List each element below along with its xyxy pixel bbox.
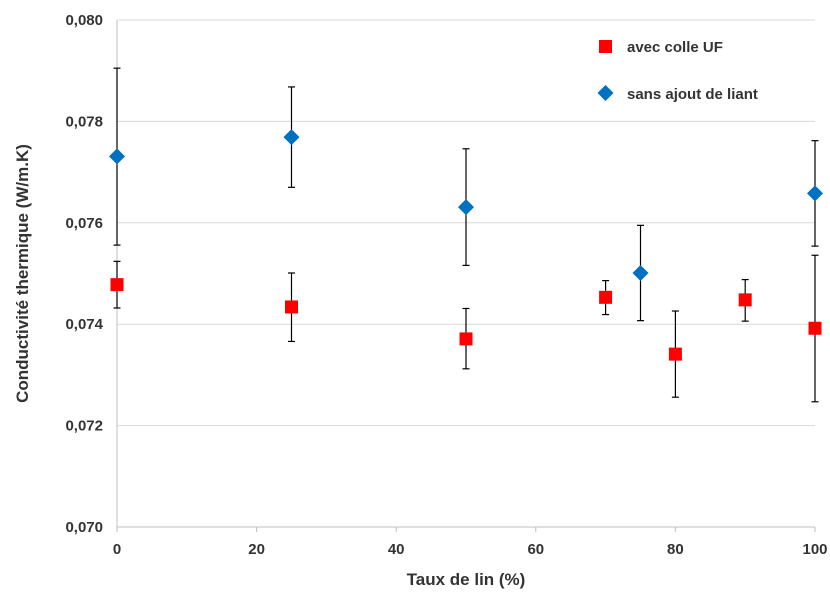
- point-avec-colle-uf: [285, 300, 298, 314]
- point-sans-ajout-de-liant: [632, 264, 649, 281]
- y-tick-label: 0,076: [65, 215, 103, 232]
- point-avec-colle-uf: [808, 321, 822, 335]
- point-avec-colle-uf: [459, 332, 473, 346]
- x-tick-label: 100: [802, 541, 827, 558]
- point-avec-colle-uf: [599, 290, 613, 304]
- legend-label-avec-colle-uf: avec colle UF: [627, 39, 723, 56]
- x-tick-label: 60: [527, 541, 544, 558]
- point-sans-ajout-de-liant: [807, 185, 823, 202]
- data-markers: [109, 129, 823, 361]
- point-sans-ajout-de-liant: [283, 129, 300, 146]
- y-tick-label: 0,078: [65, 113, 103, 130]
- legend: avec colle UF sans ajout de liant: [597, 39, 758, 103]
- x-axis-title: Taux de lin (%): [407, 570, 526, 589]
- x-tick-label: 80: [667, 541, 684, 558]
- legend-marker-sans-ajout-de-liant: [597, 85, 614, 101]
- x-tick-label: 0: [113, 541, 121, 558]
- point-sans-ajout-de-liant: [109, 148, 125, 165]
- y-axis-ticks: 0,070 0,072 0,074 0,076 0,078 0,080: [65, 12, 103, 536]
- y-tick-label: 0,080: [65, 12, 103, 29]
- point-avec-colle-uf: [110, 278, 124, 292]
- y-tick-label: 0,072: [65, 418, 103, 435]
- point-avec-colle-uf: [668, 347, 682, 361]
- x-axis-ticks: 0 20 40 60 80 100: [113, 541, 828, 558]
- y-axis-title: Conductivité thermique (W/m.K): [13, 144, 32, 403]
- legend-label-sans-ajout-de-liant: sans ajout de liant: [627, 86, 758, 103]
- y-tick-label: 0,070: [65, 519, 103, 536]
- y-tick-label: 0,074: [65, 316, 103, 333]
- legend-marker-avec-colle-uf: [599, 40, 612, 53]
- x-tick-label: 20: [248, 541, 265, 558]
- point-avec-colle-uf: [738, 293, 752, 307]
- error-bars: [113, 67, 819, 403]
- point-sans-ajout-de-liant: [458, 199, 474, 216]
- x-tick-label: 40: [388, 541, 405, 558]
